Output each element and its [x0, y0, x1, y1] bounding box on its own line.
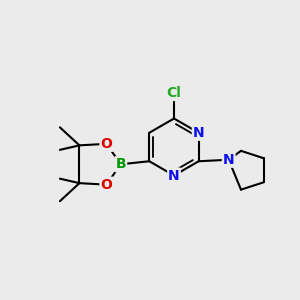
Text: Cl: Cl	[167, 86, 182, 100]
Text: N: N	[223, 153, 235, 167]
Text: B: B	[116, 157, 126, 171]
Text: O: O	[100, 137, 112, 151]
Text: N: N	[168, 169, 180, 182]
Text: N: N	[193, 126, 205, 140]
Text: O: O	[100, 178, 112, 192]
